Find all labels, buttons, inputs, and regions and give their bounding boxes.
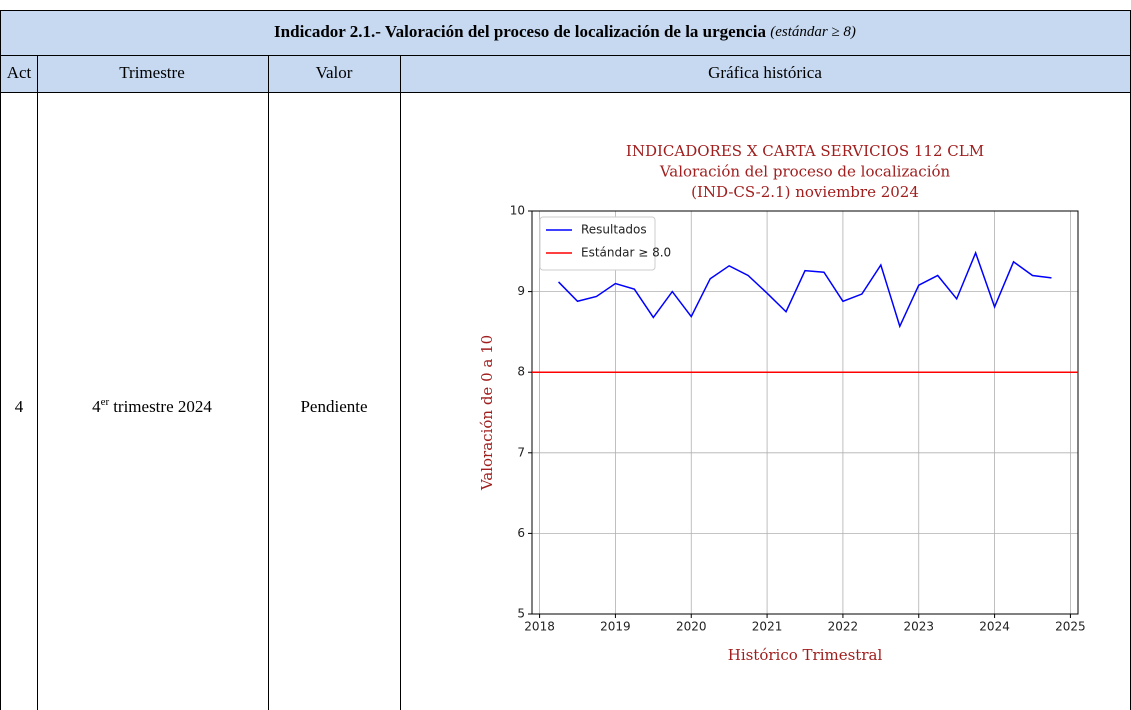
y-tick-label: 10 — [510, 204, 525, 218]
x-tick-label: 2018 — [524, 620, 555, 634]
title-main: Indicador 2.1.- Valoración del proceso d… — [274, 22, 766, 41]
title-note: (estándar ≥ 8) — [770, 24, 856, 40]
chart-title: Valoración del proceso de localización — [659, 163, 951, 181]
cell-quarter: 4er trimestre 2024 — [92, 396, 212, 416]
table-borders — [0, 10, 1131, 710]
y-tick-label: 7 — [517, 445, 525, 459]
legend-label: Estándar ≥ 8.0 — [581, 246, 671, 260]
x-tick-label: 2023 — [903, 620, 934, 634]
quarter-rest: trimestre 2024 — [113, 397, 212, 416]
col-header: Valor — [316, 63, 353, 82]
table-title: Indicador 2.1.- Valoración del proceso d… — [274, 22, 856, 41]
x-tick-label: 2025 — [1055, 620, 1086, 634]
col-header: Trimestre — [119, 63, 185, 82]
x-tick-label: 2019 — [600, 620, 631, 634]
x-axis-label: Histórico Trimestral — [728, 646, 883, 664]
y-tick-label: 8 — [517, 365, 525, 379]
legend-label: Resultados — [581, 223, 647, 237]
col-header: Gráfica histórica — [708, 63, 822, 82]
chart-title: (IND-CS-2.1) noviembre 2024 — [691, 183, 919, 201]
y-axis-label: Valoración de 0 a 10 — [478, 335, 496, 491]
x-tick-label: 2021 — [752, 620, 783, 634]
chart: INDICADORES X CARTA SERVICIOS 112 CLM Val… — [478, 142, 1086, 664]
col-header: Act — [7, 63, 32, 82]
quarter-num: 4 — [92, 397, 101, 416]
y-tick-label: 9 — [517, 284, 525, 298]
x-tick-label: 2024 — [979, 620, 1010, 634]
plot-frame — [531, 210, 1079, 615]
chart-title: INDICADORES X CARTA SERVICIOS 112 CLM — [626, 142, 984, 160]
x-tick-label: 2022 — [828, 620, 859, 634]
x-tick-label: 2020 — [676, 620, 707, 634]
cell-valor: Pendiente — [300, 397, 367, 416]
cell-act: 4 — [15, 397, 24, 416]
y-tick-label: 5 — [517, 607, 525, 621]
series-line — [558, 250, 1052, 329]
quarter-sup: er — [101, 396, 110, 408]
y-tick-label: 6 — [517, 526, 525, 540]
header-bg — [0, 10, 1131, 92]
